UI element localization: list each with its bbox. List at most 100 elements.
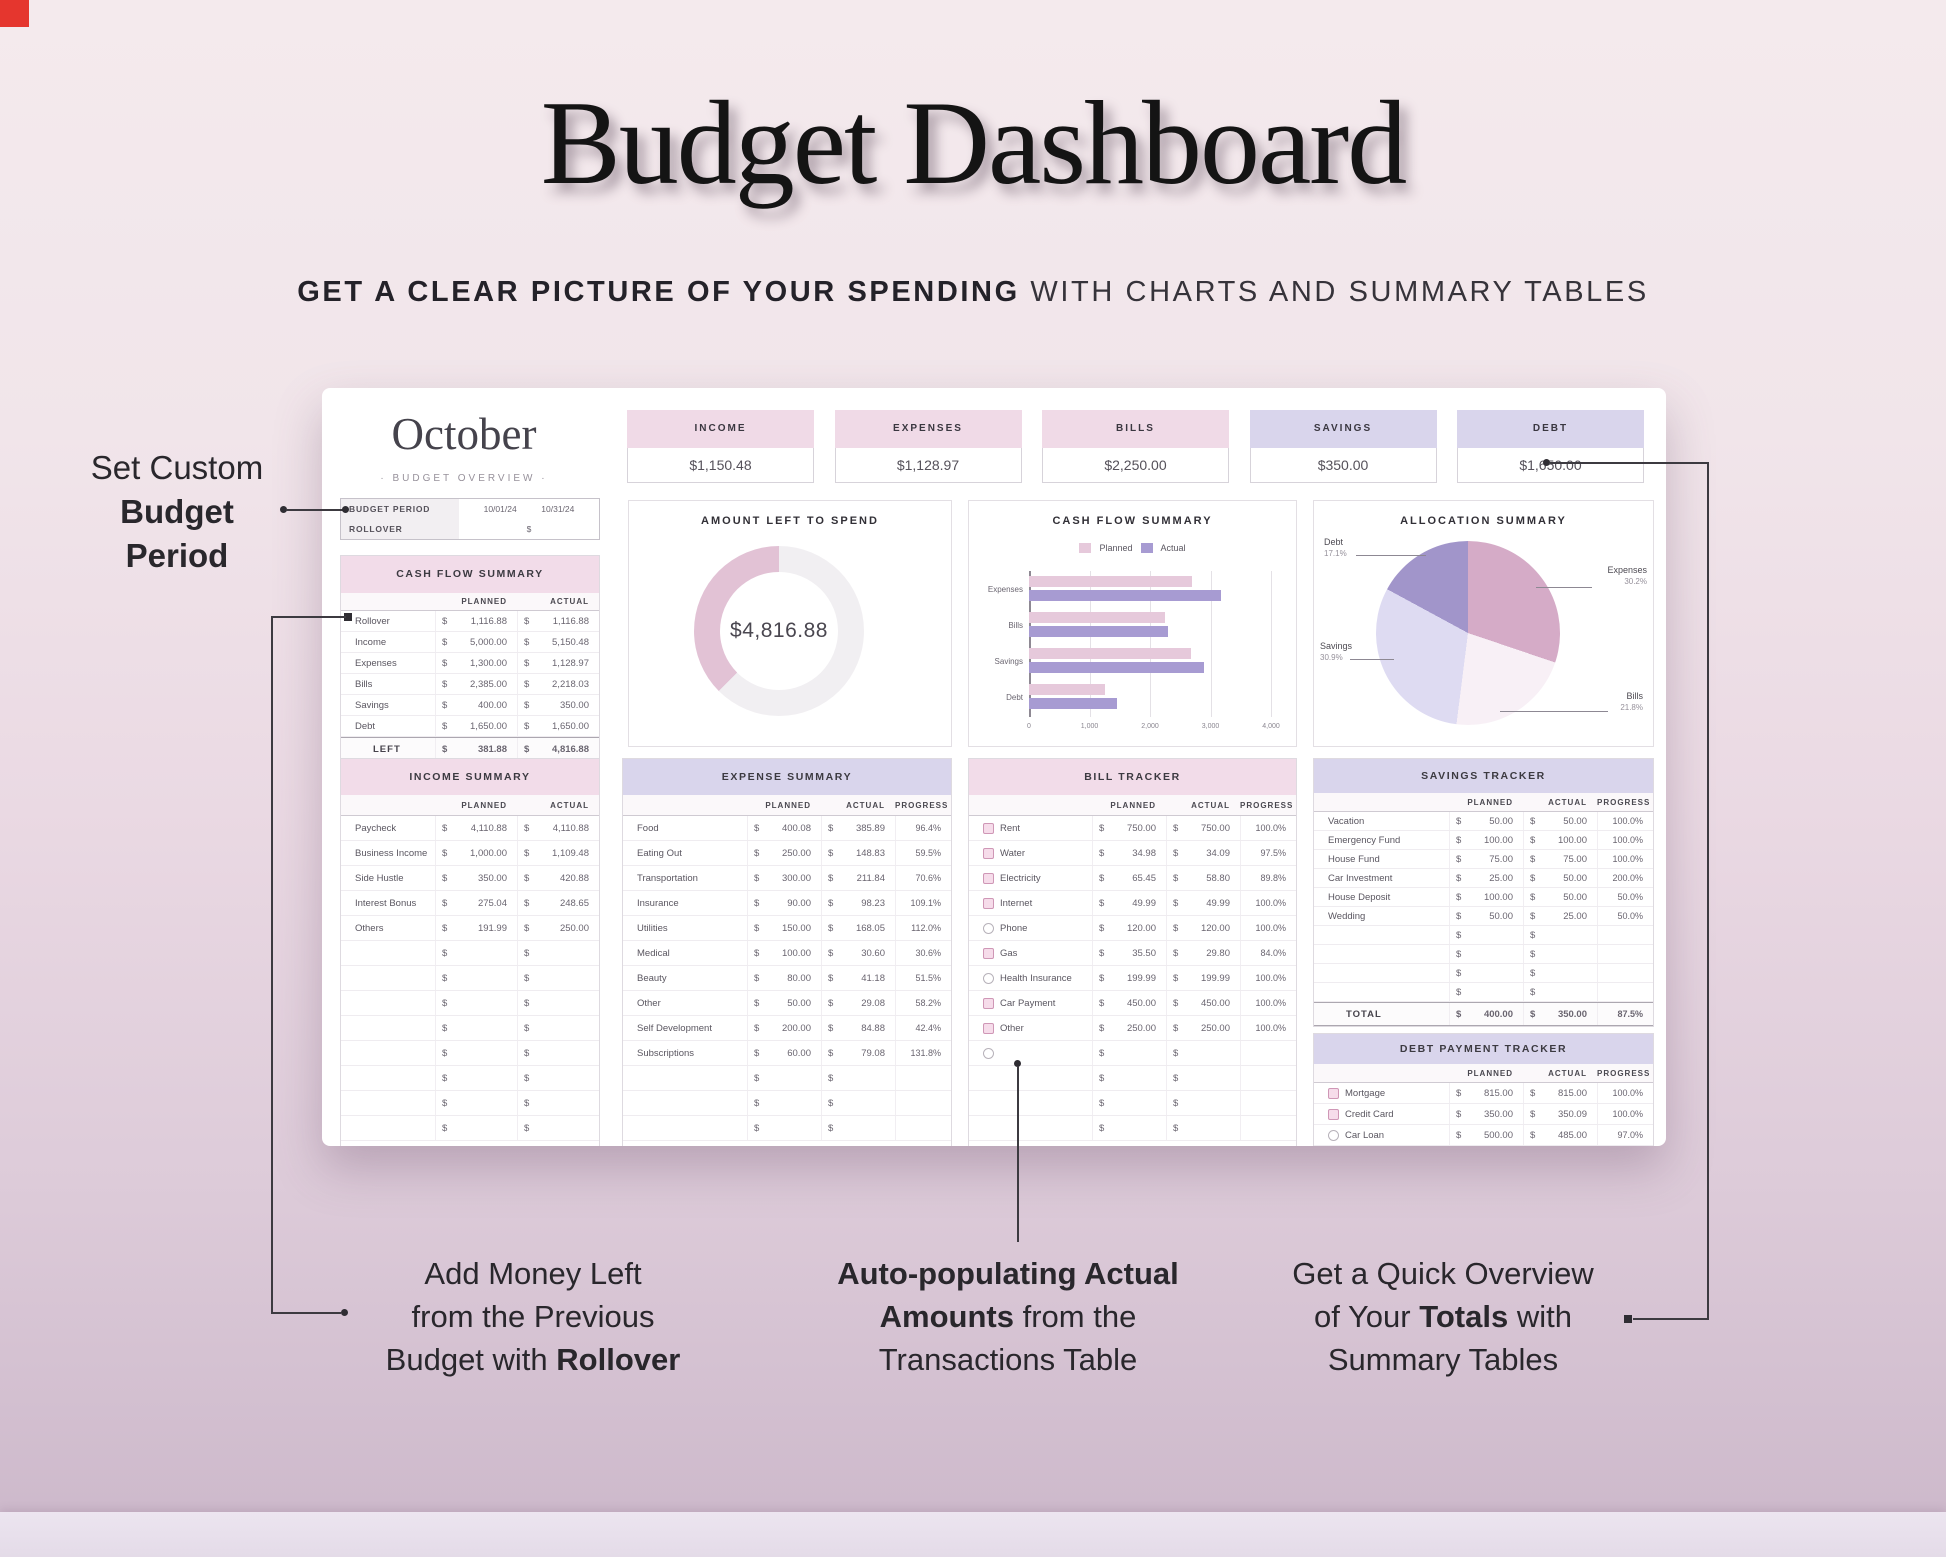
money-cell: $ xyxy=(1449,983,1523,1001)
bottom-band xyxy=(0,1512,1946,1557)
money-cell: $4,110.88 xyxy=(517,816,599,840)
table-row: Self Development $200.00 $84.88 42.4% xyxy=(623,1016,951,1041)
rollover-label: ROLLOVER xyxy=(341,519,459,539)
table-row: Phone $120.00 $120.00 100.0% xyxy=(969,916,1296,941)
checkbox-checked-icon xyxy=(983,1022,994,1034)
month-title: October xyxy=(391,409,537,459)
card-value: $2,250.00 xyxy=(1042,448,1229,483)
table-row: House Fund $75.00 $75.00 100.0% xyxy=(1314,850,1653,869)
table-row: Beauty $80.00 $41.18 51.5% xyxy=(623,966,951,991)
money-cell: $ xyxy=(747,1116,821,1140)
connector-square xyxy=(344,613,352,621)
card-label: BILLS xyxy=(1042,410,1229,448)
money-cell: $168.05 xyxy=(821,916,895,940)
money-cell: $ xyxy=(1449,964,1523,982)
annotation-line: Summary Tables xyxy=(1327,1342,1559,1377)
planned-bar xyxy=(1029,684,1105,695)
x-tick-label: 2,000 xyxy=(1141,723,1159,730)
money-cell: $58.80 xyxy=(1166,866,1240,890)
row-label: Wedding xyxy=(1328,910,1366,922)
money-cell: $ xyxy=(1166,1066,1240,1090)
annotation-line: Get a Quick Overview xyxy=(1292,1256,1594,1291)
money-cell: $ xyxy=(517,1091,599,1115)
pie-slice-name: Expenses xyxy=(1607,565,1647,575)
pie-leader-line xyxy=(1356,555,1426,556)
money-cell: $500.00 xyxy=(1449,1125,1523,1145)
annotation-line: Transactions Table xyxy=(878,1342,1138,1377)
annotation-line: from the Previous xyxy=(411,1299,655,1334)
table-row: Income $5,000.00 $5,150.48 xyxy=(341,632,599,653)
expense-summary-table: EXPENSE SUMMARY PLANNED ACTUAL PROGRESS Food… xyxy=(622,758,952,1146)
progress-cell xyxy=(1240,1066,1296,1090)
money-cell: $90.00 xyxy=(747,891,821,915)
money-cell: $211.84 xyxy=(821,866,895,890)
column-header: PLANNED xyxy=(1110,800,1156,810)
progress-cell xyxy=(1240,1041,1296,1065)
money-cell: $1,300.00 xyxy=(435,653,517,673)
table-row: Vacation $50.00 $50.00 100.0% xyxy=(1314,812,1653,831)
bar-chart-panel: CASH FLOW SUMMARY Planned Actual Expense… xyxy=(968,500,1297,747)
table-row: $ $ xyxy=(1314,945,1653,964)
money-cell: $350.00 xyxy=(435,866,517,890)
money-cell: $ xyxy=(1523,945,1597,963)
table-row: Rollover $1,116.88 $1,116.88 xyxy=(341,611,599,632)
bar-category-label: Debt xyxy=(1006,692,1023,702)
table-column-headers: PLANNED ACTUAL PROGRESS xyxy=(1314,793,1653,812)
table-row: $ $ xyxy=(969,1091,1296,1116)
money-cell: $750.00 xyxy=(1166,816,1240,840)
progress-cell: 100.0% xyxy=(1597,1083,1653,1103)
money-cell: $400.00 xyxy=(435,695,517,715)
table-row: $ $ xyxy=(969,1041,1296,1066)
table-column-headers: PLANNED ACTUAL PROGRESS xyxy=(623,795,951,816)
money-cell: $350.00 xyxy=(517,695,599,715)
annotation-budget-period: Set Custom Budget Period xyxy=(62,446,292,578)
progress-cell: 50.0% xyxy=(1597,907,1653,925)
summary-cards: INCOME $1,150.48 EXPENSES $1,128.97 BILLS … xyxy=(627,410,1644,483)
progress-cell: 100.0% xyxy=(1240,891,1296,915)
annotation-line: Amounts from the xyxy=(879,1299,1137,1334)
pie-leader-line xyxy=(1536,587,1592,588)
money-cell: $50.00 xyxy=(1523,888,1597,906)
annotation-rollover: Add Money Left from the Previous Budget wi… xyxy=(378,1252,688,1381)
card-label: EXPENSES xyxy=(834,410,1022,448)
checkbox-checked-icon xyxy=(983,822,994,834)
money-cell: $75.00 xyxy=(1449,850,1523,868)
checkbox-checked-icon xyxy=(1328,1087,1339,1099)
annotation-line: Period xyxy=(125,537,229,574)
table-row: Savings $400.00 $350.00 xyxy=(341,695,599,716)
row-label: Beauty xyxy=(637,972,667,984)
money-cell: $ xyxy=(1523,964,1597,982)
progress-cell: 100.0% xyxy=(1597,850,1653,868)
row-label: Gas xyxy=(1000,947,1018,959)
money-cell: $5,150.48 xyxy=(517,632,599,652)
money-cell: $ xyxy=(821,1116,895,1140)
row-label: Water xyxy=(1000,847,1025,859)
money-cell: $250.00 xyxy=(1092,1016,1166,1040)
table-row: Paycheck $4,110.88 $4,110.88 xyxy=(341,816,599,841)
money-cell: $ xyxy=(1449,945,1523,963)
connector-line xyxy=(286,509,344,511)
money-cell: $5,000.00 xyxy=(435,632,517,652)
annotation-line: of Your Totals with xyxy=(1314,1299,1572,1334)
connector-dot xyxy=(1014,1060,1021,1067)
card-value: $350.00 xyxy=(1249,448,1437,483)
annotation-auto-actuals: Auto-populating Actual Amounts from the Tr… xyxy=(828,1252,1188,1381)
table-row: $ $ xyxy=(341,991,599,1016)
money-cell: $199.99 xyxy=(1166,966,1240,990)
progress-cell: 109.1% xyxy=(895,891,951,915)
pie-slice-percent: 21.8% xyxy=(1620,703,1643,712)
money-cell: $ xyxy=(1166,1041,1240,1065)
table-row: Transportation $300.00 $211.84 70.6% xyxy=(623,866,951,891)
money-cell: $ xyxy=(435,991,517,1015)
table-row: $ $ xyxy=(623,1116,951,1141)
checkbox-checked-icon xyxy=(983,997,994,1009)
money-cell: $1,116.88 xyxy=(517,611,599,631)
card-value: $1,650.00 xyxy=(1457,448,1644,483)
table-title: DEBT PAYMENT TRACKER xyxy=(1314,1034,1653,1064)
row-label: Side Hustle xyxy=(355,872,404,884)
checkbox-empty-icon xyxy=(1328,1129,1339,1141)
corner-red-square xyxy=(0,0,29,27)
money-cell: $ xyxy=(1166,1116,1240,1140)
table-row: Car Investment $25.00 $50.00 200.0% xyxy=(1314,869,1653,888)
table-row: Car Loan $500.00 $485.00 97.0% xyxy=(1314,1125,1653,1146)
